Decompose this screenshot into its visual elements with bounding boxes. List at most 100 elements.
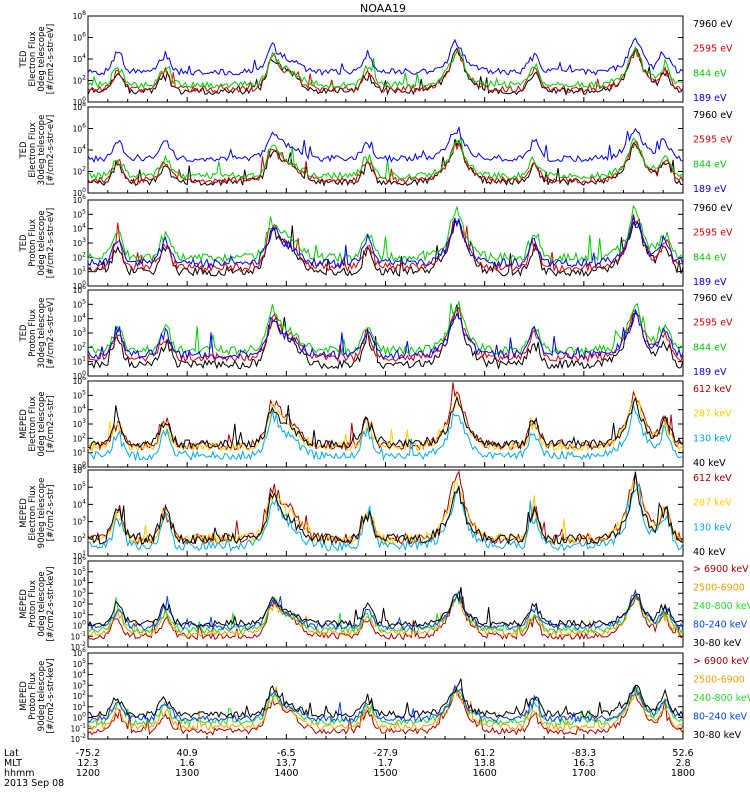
- x-tick-mlt: 16.3: [573, 758, 594, 769]
- y-axis-label: MEPED: [19, 589, 29, 619]
- y-tick-label: 105: [73, 389, 87, 400]
- y-tick-label: 102: [73, 166, 87, 177]
- y-axis-label: 0deg telescope: [37, 391, 47, 456]
- series-line-2595-ev: [87, 214, 683, 273]
- series-line-130-kev: [87, 482, 684, 553]
- legend-label: 80-240 keV: [693, 712, 748, 723]
- x-tick-lat: 52.6: [672, 748, 693, 759]
- y-tick-label: 103: [73, 587, 87, 598]
- x-tick-hhmm: 1700: [572, 768, 596, 779]
- y-tick-label: 102: [73, 432, 87, 443]
- y-axis-label: 90deg telescope: [37, 661, 47, 732]
- series-line-30-80-kev: [87, 586, 684, 628]
- legend-label: 130 keV: [693, 522, 732, 533]
- x-tick-lat: 61.2: [474, 748, 495, 759]
- y-tick-label: 105: [73, 298, 87, 309]
- x-tick-lat: -83.3: [572, 748, 597, 759]
- x-tick-hhmm: 1800: [671, 768, 695, 779]
- legend-label: 612 keV: [693, 473, 732, 484]
- y-tick-label: 106: [73, 375, 87, 386]
- series-line-612-kev: [87, 470, 684, 546]
- series-line-287-kev: [87, 480, 684, 546]
- panel-2: 100 102 104 106 108 TED Electron Flux 30deg tel…: [19, 101, 733, 198]
- x-tick-hhmm: 1200: [76, 768, 100, 779]
- y-tick-label: 101: [73, 550, 87, 561]
- y-tick-label: 10-2: [70, 733, 86, 744]
- y-tick-label: 102: [73, 690, 87, 701]
- y-tick-label: 104: [73, 669, 87, 680]
- x-tick-mlt: 13.8: [474, 758, 495, 769]
- y-tick-label: 101: [73, 447, 87, 458]
- y-tick-label: 108: [73, 10, 87, 21]
- x-row-label-hhmm: hhmm: [4, 768, 35, 779]
- legend-label: 287 keV: [693, 498, 732, 509]
- y-axis-label: Proton Flux: [28, 219, 38, 267]
- y-axis-label: TED: [19, 141, 29, 160]
- series-line--6900-kev: [87, 595, 684, 641]
- legend-label: 130 keV: [693, 433, 732, 444]
- y-axis-label: [#/cm2-s-str]: [46, 485, 56, 542]
- legend-label: 2595 eV: [693, 318, 733, 329]
- series-line-2500-6900: [87, 589, 684, 638]
- series-line-240-800-kev: [87, 686, 684, 726]
- y-tick-label: 103: [73, 679, 87, 690]
- y-axis-label: Proton Flux: [28, 672, 38, 720]
- legend-label: 844 eV: [693, 68, 727, 79]
- series-line-130-kev: [87, 404, 684, 462]
- y-tick-label: 100: [73, 370, 87, 381]
- y-axis-label: Electron Flux: [28, 122, 38, 177]
- series-line-2500-6900: [87, 685, 684, 732]
- legend-label: > 6900 keV: [693, 656, 749, 667]
- y-tick-label: 101: [73, 701, 87, 712]
- y-axis-label: 30deg telescope: [37, 298, 47, 369]
- y-axis-label: 0deg telescope: [37, 26, 47, 91]
- legend-label: 7960 eV: [693, 110, 733, 121]
- series-line-7960-ev: [87, 138, 684, 187]
- y-axis-label: Electron Flux: [28, 485, 38, 540]
- y-tick-label: 102: [73, 598, 87, 609]
- y-tick-label: 100: [73, 620, 87, 631]
- x-tick-lat: -75.2: [76, 748, 101, 759]
- legend-label: 40 keV: [693, 547, 726, 558]
- y-tick-label: 100: [73, 461, 87, 472]
- legend-label: 844 eV: [693, 252, 727, 263]
- x-tick-lat: 40.9: [177, 748, 198, 759]
- series-line-40-kev: [87, 395, 684, 451]
- x-row-label-lat: Lat: [4, 748, 19, 759]
- y-tick-label: 103: [73, 418, 87, 429]
- y-tick-label: 106: [73, 555, 87, 566]
- y-tick-label: 106: [73, 647, 87, 658]
- panel-1: 100 102 104 106 108 TED Electron Flux 0deg tele…: [19, 10, 733, 107]
- series-line-844-ev: [87, 136, 684, 181]
- y-tick-label: 104: [73, 313, 87, 324]
- y-tick-label: 10-1: [70, 722, 86, 733]
- panel-frame: [87, 199, 684, 287]
- y-axis-label: Electron Flux: [28, 31, 38, 86]
- y-axis-label: 0deg telescope: [37, 571, 47, 636]
- legend-label: 189 eV: [693, 277, 727, 288]
- chart-title: NOAA19: [360, 2, 406, 15]
- y-axis-label: [#/cm2-s-str-keV]: [46, 659, 56, 734]
- y-tick-label: 105: [73, 566, 87, 577]
- legend-label: 2500-6900: [693, 583, 745, 594]
- series-line-40-kev: [87, 471, 684, 546]
- y-tick-label: 102: [73, 251, 87, 262]
- y-tick-label: 106: [73, 284, 87, 295]
- series-line-189-ev: [87, 308, 684, 360]
- series-line-844-ev: [87, 45, 684, 90]
- x-tick-hhmm: 1600: [473, 768, 497, 779]
- y-axis-label: 30deg telescope: [37, 115, 47, 186]
- y-tick-label: 101: [73, 609, 87, 620]
- date-label: 2013 Sep 08: [4, 778, 64, 789]
- panel-4: 100 101 102 103 104 105 106 TED Proton Flux 30deg…: [19, 284, 733, 381]
- series-line-30-80-kev: [87, 678, 684, 719]
- y-tick-label: 104: [73, 577, 87, 588]
- legend-label: 612 keV: [693, 384, 732, 395]
- y-tick-label: 106: [73, 464, 87, 475]
- y-tick-label: 102: [73, 341, 87, 352]
- series-line-189-ev: [87, 37, 684, 76]
